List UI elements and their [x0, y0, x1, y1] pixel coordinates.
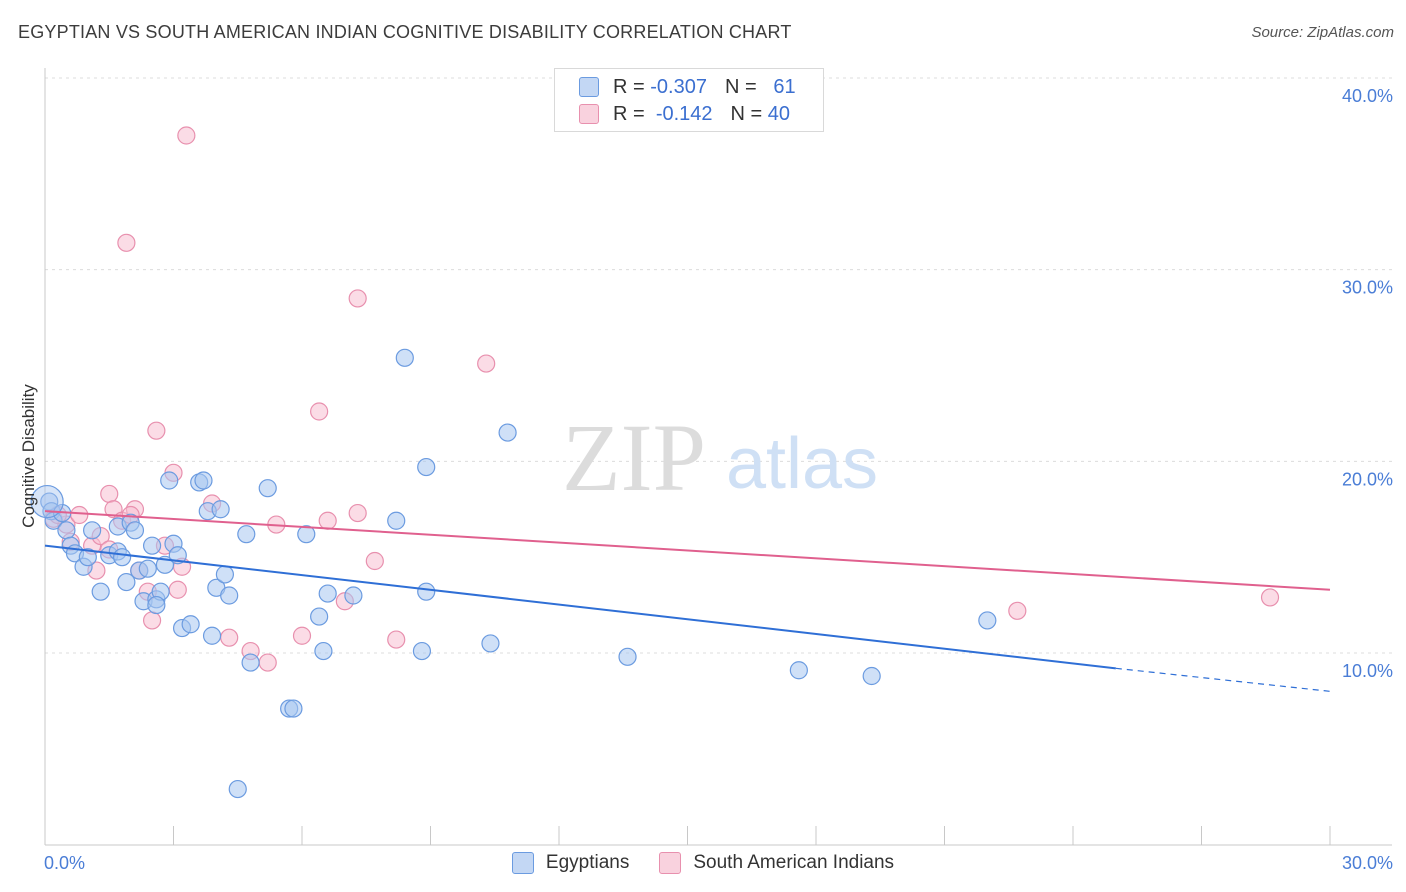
data-point [292, 626, 312, 645]
legend-n-label: N = [730, 102, 763, 125]
data-point [387, 511, 406, 530]
data-point [237, 525, 256, 544]
legend-swatch-egyptians [579, 77, 599, 97]
trend-line-extension [1115, 667, 1331, 692]
legend-n-label: N = [724, 75, 757, 98]
data-point [220, 586, 239, 605]
watermark-zip: ZIP [562, 404, 706, 511]
data-point [78, 548, 97, 567]
grid-lines [45, 77, 1392, 654]
source-label: Source: ZipAtlas.com [1251, 24, 1394, 41]
data-point [220, 628, 239, 647]
data-point [310, 402, 329, 421]
data-point [57, 521, 76, 540]
x-tick-label: 30.0% [1342, 853, 1393, 873]
legend-r-value: -0.142 [655, 102, 713, 125]
data-point [202, 626, 222, 645]
data-point [142, 536, 162, 555]
data-point [258, 653, 277, 672]
data-point [125, 521, 145, 540]
data-point [70, 505, 89, 525]
data-point [862, 666, 881, 686]
data-point [387, 630, 406, 649]
legend-swatch-south-american-indians [579, 104, 599, 124]
data-point [147, 421, 166, 440]
axes [44, 68, 1392, 846]
data-point [618, 647, 637, 666]
data-point [348, 289, 367, 308]
data-point [147, 595, 166, 615]
legend-r-value: -0.307 [650, 75, 707, 98]
data-point [978, 611, 997, 630]
trend-line-egyptians [44, 544, 1116, 670]
trend-lines [44, 510, 1331, 692]
data-point [241, 653, 260, 672]
legend-row-egyptians: R = -0.307 N = 61 [579, 74, 796, 100]
data-point [344, 586, 363, 605]
legend-label-egyptians: Egyptians [545, 852, 630, 873]
legend-r-label: R = [613, 102, 645, 125]
data-point [348, 503, 367, 523]
chart-title: EGYPTIAN VS SOUTH AMERICAN INDIAN COGNIT… [18, 22, 792, 42]
data-point [498, 423, 517, 442]
data-point [168, 580, 187, 599]
data-point [284, 699, 303, 718]
legend-item-egyptians: Egyptians [511, 852, 630, 874]
data-point [318, 584, 337, 603]
tick-labels: 10.0% 20.0% 30.0% 40.0% 0.0% 30.0% [44, 86, 1393, 873]
legend-n-value: 40 [767, 102, 791, 125]
data-point [117, 572, 136, 592]
data-point [177, 126, 196, 145]
legend-label-south-american-indians: South American Indians [693, 852, 895, 873]
data-point [215, 565, 234, 584]
legend-row-south-american-indians: R = -0.142 N = 40 [579, 101, 790, 127]
data-point [365, 551, 384, 571]
data-point [138, 559, 157, 578]
data-point [194, 471, 213, 490]
legend-n-value: 61 [773, 75, 796, 98]
trend-line-south-american-indians [44, 510, 1331, 591]
data-point [412, 641, 432, 661]
data-point [314, 641, 333, 661]
data-point [100, 484, 119, 504]
x-tick-label: 0.0% [44, 853, 85, 873]
legend-r-label: R = [613, 75, 645, 98]
data-point [117, 233, 136, 252]
series-egyptians [30, 348, 997, 799]
data-point [310, 607, 329, 626]
data-point [1008, 601, 1027, 620]
data-point [228, 779, 247, 799]
correlation-legend: R = -0.307 N = 61 R = -0.142 N = 40 [554, 68, 824, 132]
series-legend: Egyptians South American Indians [0, 852, 1406, 874]
y-tick-label: 10.0% [1342, 661, 1393, 681]
y-tick-label: 20.0% [1342, 469, 1393, 489]
data-point [83, 521, 102, 540]
legend-swatch-south-american-indians [659, 852, 682, 874]
data-point [91, 582, 110, 601]
data-point [258, 479, 277, 498]
y-tick-label: 30.0% [1342, 278, 1393, 298]
data-point [477, 354, 496, 373]
data-point [211, 500, 230, 519]
legend-swatch-egyptians [511, 852, 534, 874]
data-point [142, 611, 162, 630]
data-point [181, 615, 200, 634]
data-point [417, 457, 436, 477]
watermark-atlas: atlas [726, 424, 878, 504]
y-tick-label: 40.0% [1342, 86, 1393, 106]
watermark: ZIP atlas [562, 404, 878, 511]
data-point [318, 511, 337, 530]
data-point [297, 525, 316, 544]
data-point [30, 484, 64, 519]
legend-item-south-american-indians: South American Indians [659, 852, 894, 874]
data-point [112, 548, 132, 567]
data-point [417, 582, 436, 601]
data-point [395, 348, 414, 367]
data-point [160, 471, 179, 490]
data-point [789, 661, 808, 680]
y-axis-label: Cognitive Disability [19, 384, 38, 528]
data-point [481, 634, 500, 653]
data-point [1260, 588, 1280, 607]
